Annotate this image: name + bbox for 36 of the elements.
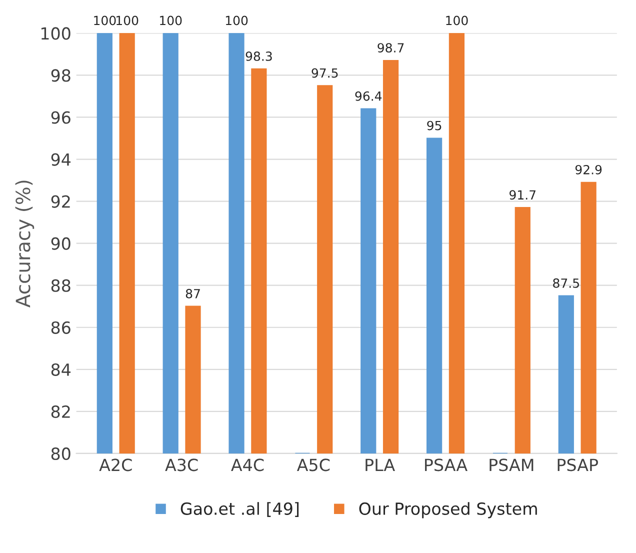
data-label: 98.7 bbox=[378, 43, 404, 53]
x-tick-label: PSAP bbox=[558, 458, 598, 472]
x-tick-label: A2C bbox=[99, 458, 132, 472]
y-tick-label: 94 bbox=[51, 153, 71, 166]
data-label: 96.4 bbox=[355, 91, 382, 101]
data-label: 98.3 bbox=[246, 51, 272, 61]
x-tick-label: A3C bbox=[165, 458, 198, 472]
y-tick-label: 88 bbox=[51, 279, 70, 292]
data-label: 87 bbox=[186, 288, 200, 298]
y-tick-label: 90 bbox=[51, 237, 70, 250]
x-tick-label: PSAA bbox=[425, 458, 468, 472]
data-label: 91.7 bbox=[510, 190, 536, 200]
data-label: 95 bbox=[427, 120, 442, 130]
y-tick-label: 80 bbox=[51, 447, 70, 460]
legend-label: Gao.et .al [49] bbox=[180, 502, 299, 517]
y-tick-label: 100 bbox=[41, 27, 70, 40]
x-tick-label: PLA bbox=[366, 458, 395, 471]
data-label: 100 bbox=[116, 16, 138, 26]
x-tick-label: A4C bbox=[231, 458, 264, 472]
legend-label: Our Proposed System bbox=[359, 502, 537, 518]
x-tick-label: A5C bbox=[296, 458, 330, 472]
y-tick-label: 86 bbox=[51, 321, 70, 334]
data-label: 87.5 bbox=[553, 278, 579, 288]
data-label: 100 bbox=[160, 16, 182, 26]
y-axis-title: Accuracy (%) bbox=[15, 180, 34, 308]
data-label: 97.5 bbox=[312, 68, 338, 78]
data-label: 100 bbox=[226, 16, 248, 26]
y-tick-label: 96 bbox=[51, 111, 70, 124]
data-label: 92.9 bbox=[575, 164, 602, 174]
y-tick-label: 84 bbox=[51, 363, 71, 376]
y-tick-label: 92 bbox=[51, 195, 70, 208]
data-label: 100 bbox=[94, 16, 116, 26]
y-tick-label: 98 bbox=[51, 69, 70, 82]
x-tick-label: PSAM bbox=[490, 458, 534, 472]
y-tick-label: 82 bbox=[51, 405, 70, 418]
data-label: 100 bbox=[446, 16, 468, 26]
